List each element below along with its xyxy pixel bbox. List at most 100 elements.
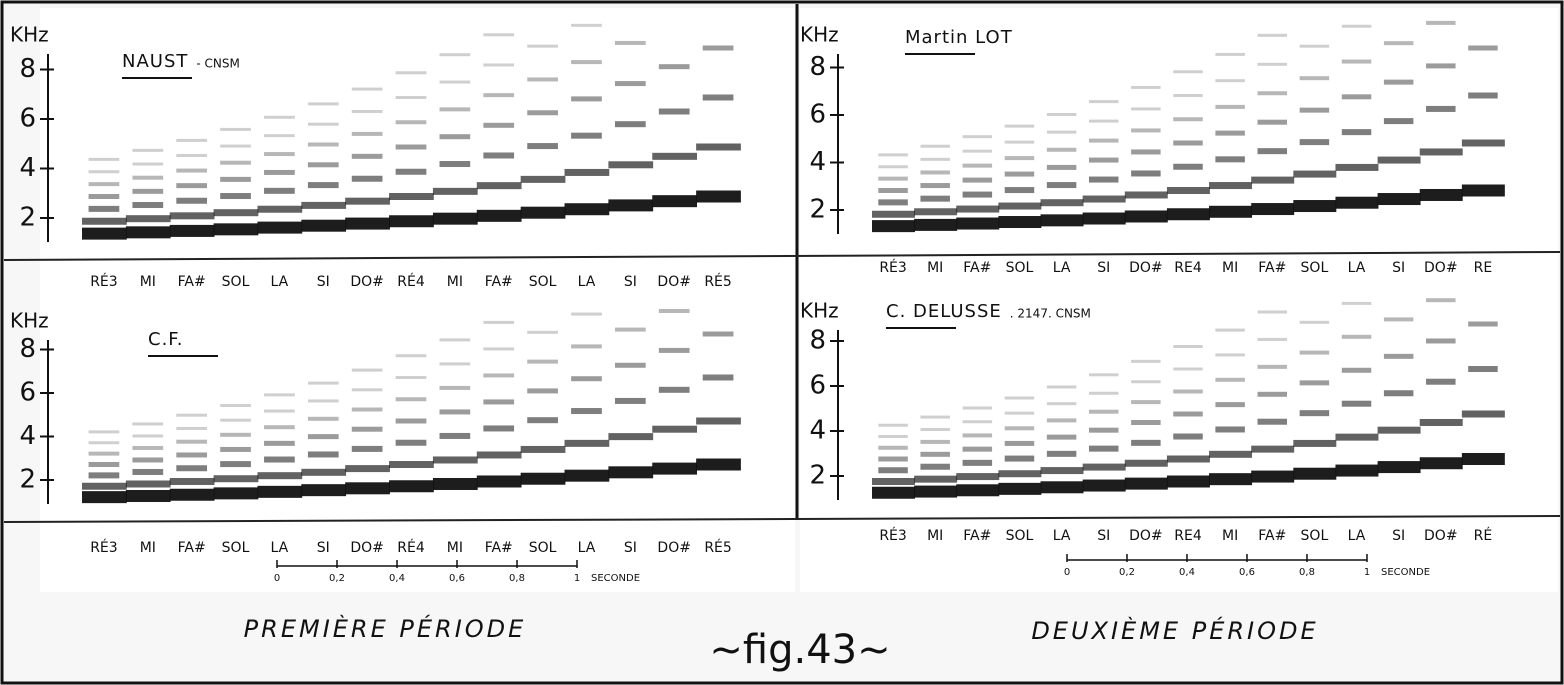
harmonic bbox=[88, 472, 120, 479]
harmonic bbox=[872, 210, 915, 218]
note-label: RÉ3 bbox=[879, 527, 906, 544]
harmonic bbox=[264, 169, 295, 175]
note-label: FA# bbox=[178, 540, 206, 556]
harmonic bbox=[1299, 44, 1330, 48]
harmonic bbox=[257, 485, 303, 498]
time-tick-label: 1 bbox=[1364, 567, 1370, 578]
harmonic bbox=[878, 188, 908, 193]
harmonic bbox=[1173, 345, 1203, 348]
time-tick-label: 0,2 bbox=[329, 573, 345, 584]
harmonic bbox=[220, 418, 251, 422]
harmonic bbox=[1046, 147, 1077, 152]
harmonic bbox=[520, 175, 566, 183]
harmonic bbox=[878, 423, 908, 427]
harmonic bbox=[956, 217, 1000, 230]
harmonic bbox=[307, 434, 339, 440]
harmonic bbox=[1377, 193, 1421, 206]
harmonic bbox=[920, 463, 950, 470]
harmonic bbox=[920, 451, 950, 457]
harmonic bbox=[264, 440, 295, 446]
harmonic bbox=[702, 45, 734, 51]
harmonic bbox=[351, 87, 383, 91]
harmonic bbox=[1341, 129, 1372, 136]
harmonic bbox=[1257, 119, 1288, 125]
harmonic bbox=[1046, 418, 1077, 423]
harmonic bbox=[1046, 434, 1077, 440]
harmonic bbox=[956, 473, 1000, 481]
harmonic bbox=[301, 201, 347, 209]
harmonic bbox=[1299, 320, 1330, 324]
harmonic bbox=[439, 80, 471, 84]
harmonic bbox=[1426, 105, 1456, 112]
harmonic bbox=[88, 182, 120, 187]
note-label: DO# bbox=[1424, 528, 1458, 544]
harmonic bbox=[1419, 418, 1463, 426]
harmonic bbox=[220, 446, 251, 452]
harmonic bbox=[1088, 409, 1119, 414]
harmonic bbox=[1377, 461, 1421, 474]
harmonic bbox=[1461, 453, 1505, 465]
note-label: SOL bbox=[529, 540, 557, 556]
harmonic bbox=[476, 182, 522, 190]
note-label: FA# bbox=[485, 540, 513, 556]
harmonic bbox=[176, 452, 208, 458]
harmonic bbox=[351, 445, 383, 452]
note-label: SI bbox=[1097, 260, 1110, 276]
harmonic bbox=[307, 416, 339, 421]
note-label: FA# bbox=[1258, 260, 1286, 276]
harmonic bbox=[614, 121, 646, 128]
harmonic bbox=[432, 477, 478, 490]
note-label: RÉ4 bbox=[397, 273, 425, 290]
divider bbox=[3, 515, 1561, 523]
harmonic bbox=[1299, 139, 1330, 146]
harmonic bbox=[483, 63, 515, 67]
harmonic bbox=[88, 462, 120, 467]
note-label: DO# bbox=[657, 274, 691, 290]
harmonic bbox=[213, 223, 259, 236]
time-tick-label: 0,4 bbox=[389, 573, 405, 584]
note-label: SOL bbox=[1301, 528, 1329, 544]
harmonic bbox=[1293, 170, 1337, 178]
note-label: SI bbox=[624, 540, 637, 556]
harmonic bbox=[301, 484, 347, 497]
harmonic bbox=[696, 417, 741, 425]
harmonic bbox=[1257, 33, 1288, 37]
harmonic bbox=[1004, 455, 1035, 462]
harmonic bbox=[1004, 426, 1035, 431]
harmonic bbox=[82, 482, 127, 490]
harmonic bbox=[1040, 467, 1084, 475]
harmonic bbox=[1215, 353, 1245, 357]
harmonic bbox=[1004, 171, 1035, 177]
harmonic bbox=[1004, 124, 1035, 128]
harmonic bbox=[1377, 426, 1421, 434]
y-tick-label: 6 bbox=[809, 371, 826, 401]
harmonic bbox=[213, 475, 259, 483]
harmonic bbox=[962, 420, 993, 424]
harmonic bbox=[395, 71, 427, 75]
harmonic bbox=[1173, 411, 1203, 417]
harmonic bbox=[1257, 418, 1288, 425]
caption-left: PREMIÈRE PÉRIODE bbox=[244, 614, 527, 643]
harmonic bbox=[1131, 400, 1161, 405]
harmonic bbox=[1215, 130, 1245, 136]
harmonic bbox=[220, 176, 251, 182]
note-label: DO# bbox=[657, 540, 691, 556]
harmonic bbox=[1209, 473, 1253, 486]
axis-label: KHz bbox=[800, 299, 839, 323]
harmonic bbox=[439, 134, 471, 140]
harmonic bbox=[520, 445, 566, 453]
harmonic bbox=[1215, 328, 1245, 332]
note-label: MI bbox=[447, 274, 463, 290]
harmonic bbox=[395, 439, 427, 446]
harmonic bbox=[1257, 337, 1288, 341]
harmonic bbox=[301, 219, 347, 232]
harmonic bbox=[1131, 107, 1161, 111]
note-label: MI bbox=[1222, 528, 1238, 544]
y-tick-label: 4 bbox=[19, 421, 36, 451]
harmonic bbox=[998, 202, 1042, 210]
harmonic bbox=[307, 102, 339, 106]
harmonic bbox=[652, 152, 698, 160]
harmonic bbox=[395, 354, 427, 358]
harmonic bbox=[914, 485, 958, 498]
harmonic bbox=[1419, 457, 1463, 470]
